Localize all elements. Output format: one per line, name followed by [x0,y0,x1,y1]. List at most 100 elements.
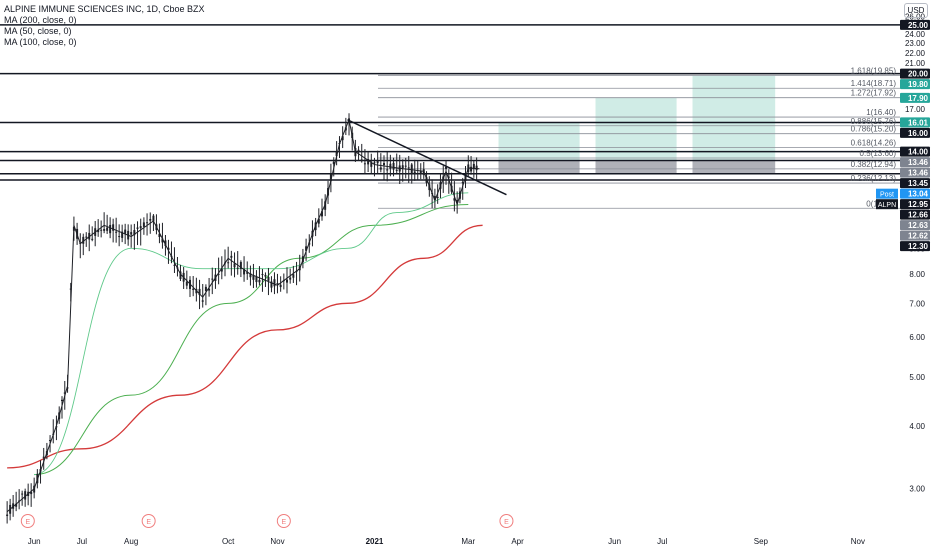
earnings-marker-1[interactable] [141,514,156,528]
y-tick-1: 4.00 [909,422,925,431]
price-tag-2 [900,79,930,90]
price-tag-text-11: 12.95 [908,200,929,209]
candle-body [295,270,298,272]
fib-label-9: 0.236(12.13) [851,174,897,183]
candle-body [428,184,431,191]
chart-title: ALPINE IMMUNE SCIENCES INC, 1D, Cboe BZX [4,4,205,14]
candle-body [109,224,112,234]
price-tag-text-0: 25.00 [908,21,929,30]
candle-body [320,211,323,217]
price-tag-text-7: 13.46 [908,158,929,167]
candle-body [392,162,395,170]
symbol-tag-text: ALPN [878,202,896,209]
trendline [347,119,507,196]
candle-body [404,165,407,167]
y-tick-12: 22.00 [905,49,926,58]
candle-body [433,196,436,201]
stop-zone-2 [692,160,776,174]
price-tag-8 [900,167,930,178]
post-tag-text: Post [880,192,894,199]
fib-label-7: 0.5(13.60) [860,149,897,158]
candle-body [363,163,366,165]
candle-body [246,271,249,274]
candle-body [106,227,109,231]
price-tag-text-12: 12.66 [908,211,929,220]
candle-body [376,160,379,164]
earnings-marker-3[interactable] [499,514,514,528]
indicator-ma50[interactable]: MA (50, close, 0) [4,26,72,36]
y-tick-0: 3.00 [909,485,925,494]
candle-body [60,399,63,402]
indicator-ma200[interactable]: MA (200, close, 0) [4,15,77,25]
x-tick-4: Nov [270,537,284,546]
candle-body [45,451,48,456]
price-tag-5 [900,127,930,138]
y-tick-11: 21.00 [905,59,926,68]
candle-body [130,232,133,235]
chart-legend: ALPINE IMMUNE SCIENCES INC, 1D, Cboe BZX… [4,4,205,48]
fib-label-5: 0.786(15.20) [851,125,897,134]
price-tag-14 [900,230,930,241]
candle-body [282,280,285,282]
price-tag-text-4: 16.01 [908,118,929,127]
candle-body [252,275,255,280]
candle-body [289,277,292,280]
candle-body [258,279,261,283]
candle-body [279,284,282,288]
stop-zone-1 [595,160,677,174]
earnings-marker-0[interactable] [20,514,35,528]
candle-body [341,136,344,141]
candle-body [49,439,52,441]
price-tag-12 [900,209,930,220]
price-tag-13 [900,220,930,231]
price-tag-text-14: 12.62 [908,232,929,241]
earnings-marker-2[interactable] [276,514,291,528]
candle-body [286,279,289,283]
candle-body [15,503,18,507]
x-tick-7: Apr [511,537,524,546]
price-tag-text-13: 12.63 [908,221,929,230]
candle-body [305,246,308,251]
candle-body [66,387,69,389]
candle-body [12,503,15,509]
candle-body [76,228,79,239]
fib-label-4: 0.886(15.76) [851,117,897,126]
candle-body [243,269,246,275]
earnings-label-3: E [504,519,509,526]
candle-body [58,412,61,420]
price-tag-4 [900,117,930,128]
candle-body [91,238,94,240]
fib-label-3: 1(16.40) [866,108,896,117]
candle-body [453,198,456,201]
candle-body [214,274,217,281]
earnings-label-0: E [25,519,30,526]
price-tag-15 [900,241,930,252]
target-zone-2 [692,75,776,161]
price-tag-text-15: 12.30 [908,242,929,251]
price-tag-11 [900,199,930,210]
indicator-ma100[interactable]: MA (100, close, 0) [4,37,77,47]
candle-body [273,279,276,287]
x-tick-0: Jun [28,537,41,546]
candle-body [351,132,354,139]
currency-button[interactable]: USD [904,3,928,18]
y-tick-2: 5.00 [909,373,925,382]
candle-body [27,491,30,497]
candle-body [182,272,185,282]
candle-body [201,300,204,302]
x-tick-2: Aug [124,537,138,546]
candle-body [298,266,301,271]
price-tag-text-8: 13.46 [908,169,929,178]
candle-body [373,162,376,164]
candle-body [79,242,82,244]
candle-body [425,177,428,183]
candle-body [233,263,236,268]
candle-body [52,433,55,435]
candle-body [230,255,233,258]
x-tick-3: Oct [222,537,235,546]
earnings-label-2: E [281,519,286,526]
candle-body [270,281,273,288]
x-tick-8: Jun [608,537,621,546]
candle-body [192,288,195,290]
